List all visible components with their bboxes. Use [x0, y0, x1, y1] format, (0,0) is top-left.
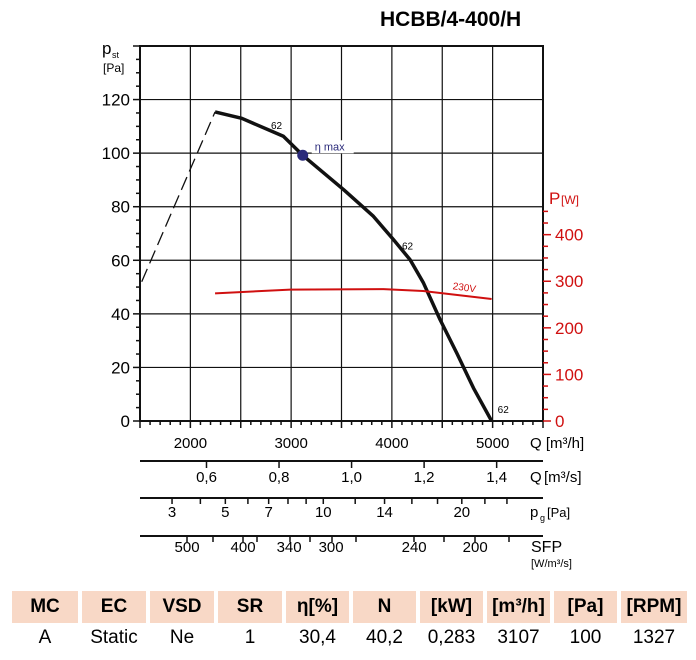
y2-axis-unit: [W] [561, 193, 579, 207]
header-ec: EC [82, 591, 146, 623]
sfp-label: 240 [402, 539, 427, 556]
header-rpm: [RPM] [621, 591, 687, 623]
flow-m3s-label: 1,4 [486, 469, 507, 486]
value-sr: 1 [244, 627, 256, 648]
curve-label: 62 [271, 121, 283, 132]
y-tick-label: 100 [102, 144, 130, 163]
unstable-region-dashed-line [141, 111, 216, 282]
y2-axis-label: P [549, 189, 560, 208]
y2-tick-label: 100 [555, 365, 583, 384]
dynamic-pressure-label: 10 [315, 504, 332, 521]
sfp-label: 400 [231, 539, 256, 556]
y-tick-label: 60 [111, 251, 130, 270]
curve-label: 62 [402, 242, 414, 253]
dynamic-pressure-unit: [Pa] [547, 505, 570, 520]
y-tick-label: 40 [111, 305, 130, 324]
performance-table: MC EC VSD SR η[%] N [kW] [m³/h] [Pa] [RP… [8, 591, 691, 653]
sfp-unit-main: SFP [531, 539, 562, 556]
dynamic-pressure-label: 5 [221, 504, 229, 521]
power-curve-230v [215, 288, 492, 300]
y-tick-label: 20 [111, 358, 130, 377]
value-flow: 3107 [497, 627, 540, 648]
value-pa: 100 [569, 627, 602, 648]
y2-tick-label: 400 [555, 226, 583, 245]
x-tick-label: 3000 [274, 435, 307, 452]
eta-max-label: η max [315, 141, 345, 153]
x-tick-label: 5000 [476, 435, 509, 452]
flow-m3s-label: 1,0 [341, 469, 362, 486]
flow-m3s-unit-main: Q [530, 469, 542, 486]
x-tick-label: 2000 [174, 435, 207, 452]
table-header-row: MC EC VSD SR η[%] N [kW] [m³/h] [Pa] [RP… [12, 591, 687, 623]
curve-label: 62 [498, 405, 510, 416]
x-axis-label: Q [m³/h] [530, 435, 584, 452]
y2-tick-label: 300 [555, 272, 583, 291]
value-vsd: Ne [169, 627, 195, 648]
y-axis-label-sub: st [112, 50, 120, 60]
dynamic-pressure-label: 14 [376, 504, 393, 521]
sfp-label: 300 [319, 539, 344, 556]
pressure-curve [214, 110, 494, 422]
header-mc: MC [12, 591, 78, 623]
value-n: 40,2 [366, 627, 403, 648]
dynamic-pressure-label: 3 [168, 504, 176, 521]
flow-m3s-label: 0,6 [196, 469, 217, 486]
value-rpm: 1327 [632, 627, 676, 648]
dynamic-pressure-unit-sub: g [540, 513, 545, 523]
header-pa: [Pa] [554, 591, 617, 623]
eta-max-point [297, 149, 309, 161]
y2-tick-label: 200 [555, 319, 583, 338]
table-row: A Static Ne 1 30,4 40,2 0,283 3107 100 1… [12, 623, 687, 653]
header-vsd: VSD [150, 591, 214, 623]
flow-m3s-label: 1,2 [414, 469, 435, 486]
value-ec: Static [90, 627, 138, 648]
y-tick-label: 0 [121, 412, 130, 431]
power-curve-label: 230V [452, 281, 477, 295]
flow-m3s-unit: [m³/s] [544, 469, 582, 486]
dynamic-pressure-unit-main: p [530, 504, 538, 521]
header-flow: [m³/h] [487, 591, 550, 623]
header-sr: SR [218, 591, 282, 623]
chart-title: HCBB/4-400/H [380, 8, 522, 31]
x-tick-label: 4000 [375, 435, 408, 452]
value-efficiency: 30,4 [299, 627, 336, 648]
flow-m3s-label: 0,8 [269, 469, 290, 486]
y-tick-label: 120 [102, 91, 130, 110]
y-axis-unit: [Pa] [103, 61, 124, 75]
value-mc: A [38, 627, 52, 648]
sfp-label: 500 [175, 539, 200, 556]
dynamic-pressure-label: 7 [264, 504, 272, 521]
header-n: N [353, 591, 416, 623]
y2-tick-label: 0 [555, 412, 564, 431]
header-efficiency: η[%] [286, 591, 349, 623]
sfp-unit: [W/m³/s] [531, 558, 572, 570]
y-axis-label: p [102, 39, 111, 58]
eta-max-label-bg [311, 140, 354, 154]
sfp-label: 340 [277, 539, 302, 556]
y-tick-label: 80 [111, 198, 130, 217]
value-kw: 0,283 [427, 627, 476, 648]
sfp-label: 200 [463, 539, 488, 556]
dynamic-pressure-label: 20 [453, 504, 470, 521]
header-kw: [kW] [420, 591, 483, 623]
